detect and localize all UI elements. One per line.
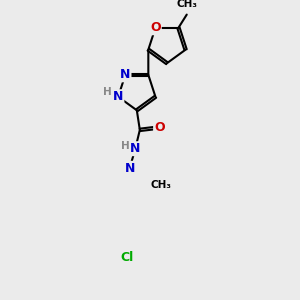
Text: N: N [124,162,135,175]
Text: N: N [130,142,140,155]
Text: N: N [120,68,130,81]
Text: H: H [121,141,130,151]
Text: CH₃: CH₃ [151,180,172,190]
Text: H: H [103,87,112,97]
Text: Cl: Cl [120,251,134,264]
Text: N: N [113,90,123,103]
Text: CH₃: CH₃ [177,0,198,9]
Text: O: O [150,21,161,34]
Text: O: O [154,122,165,134]
